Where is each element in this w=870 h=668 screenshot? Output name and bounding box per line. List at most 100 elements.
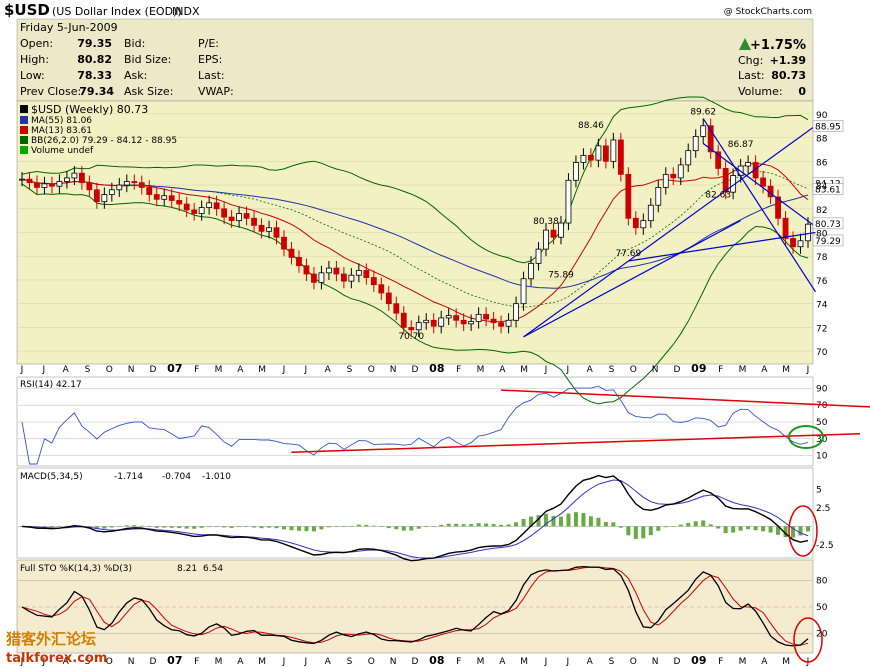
macd-histogram-bar (64, 525, 69, 527)
candle-body (483, 313, 490, 320)
macd-histogram-bar (566, 513, 571, 527)
macd-panel (16, 467, 814, 559)
x-axis-label: A (499, 365, 506, 375)
candle-body (191, 209, 198, 214)
bb-lower-line (21, 183, 809, 405)
macd-histogram-bar (356, 524, 361, 527)
price-annotations: 70.70 75.89 77.69 80.38 88.46 89.62 86.87 82.63… (398, 107, 844, 342)
trendline (702, 118, 816, 293)
candle-body (251, 217, 257, 226)
macd-value-1: -1.714 (114, 472, 143, 482)
candle-body (498, 322, 504, 327)
macd-histogram-bar (341, 526, 346, 527)
x-axis-label: 07 (167, 654, 182, 667)
open-label: Open: (20, 37, 53, 50)
x-axis-label: M (520, 365, 528, 375)
trendline (702, 143, 816, 228)
candle-body (296, 257, 302, 267)
macd-histogram-bar (588, 516, 593, 527)
x-axis-label: M (782, 657, 790, 667)
candle-body (243, 213, 250, 219)
legend-ma55: MA(55) 81.06 (31, 116, 92, 126)
x-axis-label: A (587, 365, 594, 375)
macd-histogram-bar (716, 526, 721, 529)
x-axis-label: D (412, 365, 419, 375)
candle-body (760, 177, 766, 187)
x-axis-label: M (258, 365, 266, 375)
candle-body (71, 172, 78, 179)
trendline (628, 231, 816, 262)
x-axis-label: A (499, 657, 506, 667)
quote-box (16, 18, 814, 102)
x-axis-label: M (782, 365, 790, 375)
macd-histogram-bar (514, 522, 519, 527)
candle-body (49, 183, 55, 187)
candle-body (408, 327, 415, 331)
open-value: 79.35 (77, 37, 112, 50)
candle-body (161, 195, 168, 200)
x-axis-label: O (630, 365, 637, 375)
right-price-label: 88.95 (815, 122, 841, 132)
macd-histogram-bar (349, 525, 354, 527)
x-axis-label: 09 (691, 654, 706, 667)
candle-body (513, 303, 519, 321)
high-value: 80.82 (77, 53, 112, 66)
x-axis-label: O (106, 365, 113, 375)
chg-label: Chg: (738, 54, 763, 67)
chart-symbol: $USD (4, 1, 50, 19)
candle-body (535, 248, 542, 264)
macd-histogram-bar (259, 526, 264, 529)
candle-body (468, 321, 475, 325)
candle-body (430, 319, 437, 327)
candle-body (632, 217, 639, 229)
macd-histogram-bar (334, 526, 339, 527)
candle-body (266, 227, 272, 232)
price-tick-label: 76 (816, 277, 828, 287)
x-axis-label: M (477, 365, 485, 375)
candle-body (198, 207, 205, 214)
x-axis-label: S (609, 365, 615, 375)
x-axis-label: J (304, 657, 308, 667)
macd-histogram-bar (761, 526, 766, 532)
macd-histogram-bar (244, 526, 249, 527)
x-axis-label: F (194, 657, 199, 667)
last-price-label: Last: (738, 69, 765, 82)
x-axis-label: M (215, 365, 223, 375)
x-axis-label: M (739, 365, 747, 375)
grid (18, 113, 812, 352)
macd-value-3: -1.010 (202, 472, 231, 482)
candle-body (363, 270, 370, 278)
chg-value: +1.39 (770, 54, 806, 67)
right-label-box (812, 234, 844, 247)
macd-histogram-bar (731, 526, 736, 533)
macd-histogram-bar (544, 513, 548, 527)
macd-histogram-bar (798, 526, 803, 536)
candle-body (101, 194, 108, 203)
candle-body (528, 262, 534, 280)
candle-body (326, 267, 332, 274)
candle-body (505, 319, 512, 327)
candle-body (640, 220, 647, 229)
x-axis-label: M (520, 657, 528, 667)
candle-body (550, 229, 557, 238)
macd-label: MACD(5,34,5) (20, 472, 83, 482)
macd-histogram-bar (394, 526, 399, 530)
rsi-tick-label: 70 (816, 401, 828, 411)
macd-histogram-bar (386, 526, 391, 529)
candle-body (617, 139, 624, 175)
candle-body (543, 229, 549, 250)
candle-body (116, 184, 123, 191)
candle-body (378, 284, 385, 294)
x-axis-label: M (477, 657, 485, 667)
copyright: @ StockCharts.com (724, 7, 812, 17)
macd-histogram-bar (214, 526, 219, 527)
right-price-label: 80.73 (815, 220, 841, 230)
macd-histogram-bar (139, 525, 144, 527)
candle-body (558, 222, 564, 238)
sto-k-value: 8.21 (177, 564, 197, 574)
x-axis-label: D (412, 657, 419, 667)
rsi-label: RSI(14) 42.17 (20, 380, 82, 390)
rsi-highlight-circle (788, 425, 824, 449)
macd-histogram-bar (499, 524, 504, 527)
right-label-box (812, 217, 844, 230)
